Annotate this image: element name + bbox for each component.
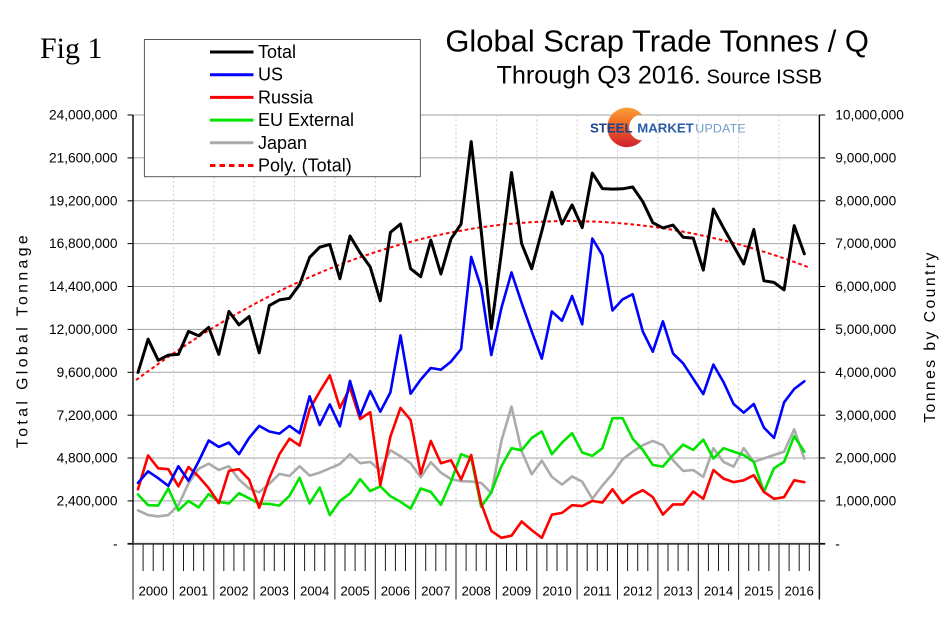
svg-text:2001: 2001 xyxy=(179,584,208,599)
svg-text:19,200,000: 19,200,000 xyxy=(49,193,118,208)
svg-text:2011: 2011 xyxy=(583,584,611,599)
svg-text:EU External: EU External xyxy=(258,110,354,130)
svg-text:2012: 2012 xyxy=(623,584,652,599)
svg-text:2016: 2016 xyxy=(785,584,814,599)
svg-text:2014: 2014 xyxy=(704,584,733,599)
svg-text:7,000,000: 7,000,000 xyxy=(835,236,896,251)
svg-text:2007: 2007 xyxy=(421,584,450,599)
svg-text:2004: 2004 xyxy=(300,584,329,599)
svg-text:2,400,000: 2,400,000 xyxy=(57,494,118,509)
svg-text:Through Q3 2016. Source ISSB: Through Q3 2016. Source ISSB xyxy=(496,62,822,90)
svg-text:2013: 2013 xyxy=(663,584,692,599)
svg-text:UPDATE: UPDATE xyxy=(695,122,746,136)
svg-text:1,000,000: 1,000,000 xyxy=(835,494,896,509)
svg-text:-: - xyxy=(113,536,118,551)
svg-text:-: - xyxy=(835,536,840,551)
svg-text:7,200,000: 7,200,000 xyxy=(57,408,118,423)
svg-text:Total: Total xyxy=(258,42,296,62)
svg-text:2006: 2006 xyxy=(381,584,410,599)
svg-text:2010: 2010 xyxy=(542,584,571,599)
svg-text:5,000,000: 5,000,000 xyxy=(835,322,896,337)
svg-text:6,000,000: 6,000,000 xyxy=(835,279,896,294)
svg-text:9,600,000: 9,600,000 xyxy=(57,365,118,380)
svg-text:9,000,000: 9,000,000 xyxy=(835,151,896,166)
svg-text:4,000,000: 4,000,000 xyxy=(835,365,896,380)
svg-text:Total Global Tonnage: Total Global Tonnage xyxy=(15,232,32,448)
svg-text:Global Scrap Trade Tonnes / Q: Global Scrap Trade Tonnes / Q xyxy=(445,24,869,59)
svg-text:8,000,000: 8,000,000 xyxy=(835,193,896,208)
svg-text:Fig 1: Fig 1 xyxy=(40,32,103,65)
svg-text:21,600,000: 21,600,000 xyxy=(49,151,118,166)
svg-text:US: US xyxy=(258,65,283,85)
svg-text:2003: 2003 xyxy=(260,584,289,599)
svg-text:2000: 2000 xyxy=(139,584,168,599)
svg-text:MARKET: MARKET xyxy=(637,121,693,136)
svg-text:STEEL: STEEL xyxy=(590,121,633,136)
svg-text:3,000,000: 3,000,000 xyxy=(835,408,896,423)
svg-text:2005: 2005 xyxy=(340,584,369,599)
svg-text:2009: 2009 xyxy=(502,584,531,599)
svg-text:12,000,000: 12,000,000 xyxy=(49,322,118,337)
svg-text:2002: 2002 xyxy=(219,584,248,599)
svg-text:2,000,000: 2,000,000 xyxy=(835,451,896,466)
svg-text:4,800,000: 4,800,000 xyxy=(57,451,118,466)
svg-text:Tonnes by Country: Tonnes by Country xyxy=(922,250,939,423)
svg-text:14,400,000: 14,400,000 xyxy=(49,279,118,294)
svg-text:10,000,000: 10,000,000 xyxy=(835,108,904,123)
svg-text:16,800,000: 16,800,000 xyxy=(49,236,118,251)
svg-text:2015: 2015 xyxy=(744,584,773,599)
svg-text:Japan: Japan xyxy=(258,133,307,153)
svg-text:24,000,000: 24,000,000 xyxy=(49,108,118,123)
svg-text:Poly. (Total): Poly. (Total) xyxy=(258,156,352,176)
svg-text:2008: 2008 xyxy=(462,584,491,599)
svg-text:Russia: Russia xyxy=(258,87,314,107)
